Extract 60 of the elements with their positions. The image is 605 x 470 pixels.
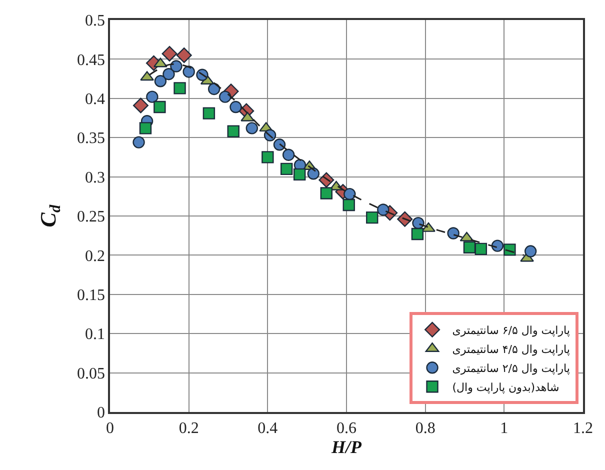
point	[162, 68, 175, 80]
point	[162, 46, 178, 62]
y-tick-label: 0	[97, 404, 106, 422]
x-axis-title: H/P	[330, 436, 362, 457]
point	[282, 148, 295, 161]
point	[463, 241, 476, 254]
point	[491, 240, 504, 252]
point	[366, 211, 378, 224]
point	[474, 242, 488, 256]
point	[344, 188, 356, 200]
point	[280, 162, 293, 176]
point	[202, 107, 216, 120]
y-tick-label: 0.1	[85, 326, 106, 344]
point	[132, 136, 145, 148]
point	[176, 48, 192, 64]
point	[262, 151, 274, 164]
x-tick-label: 1	[500, 420, 508, 437]
y-tick-label: 0.5	[85, 12, 106, 30]
point	[146, 90, 158, 103]
x-tick-label: 0.4	[258, 420, 278, 437]
y-tick-label: 0.45	[77, 52, 106, 69]
point	[293, 168, 306, 181]
y-tick-label: 0.35	[77, 130, 106, 148]
point	[524, 245, 537, 258]
x-tick-label: 0.2	[178, 420, 199, 437]
x-tick-label: 1.2	[573, 420, 593, 437]
point	[377, 204, 390, 216]
point	[140, 71, 154, 81]
y-tick-label: 0.05	[77, 365, 106, 382]
point	[411, 228, 424, 240]
point	[320, 187, 332, 200]
y-tick-label: 0.15	[77, 287, 106, 304]
y-tick-label: 0.4	[85, 91, 106, 108]
point	[133, 98, 148, 114]
y-tick-label: 0.3	[85, 169, 106, 186]
point	[139, 122, 152, 134]
point	[447, 227, 460, 240]
point	[227, 125, 240, 138]
point	[273, 138, 286, 151]
point	[412, 216, 424, 230]
legend-label: پاراپت وال ۴/۵ سانتیمتری	[452, 342, 570, 356]
legend-label: پاراپت وال ۶/۵ سانتیمتری	[452, 324, 570, 337]
point	[208, 82, 220, 96]
point	[174, 82, 186, 94]
y-tick-label: 0.25	[77, 208, 106, 226]
x-tick-label: 0.6	[336, 420, 356, 437]
legend-label: پاراپت وال ۲/۵ سانتیمتری	[452, 362, 570, 375]
point	[307, 168, 320, 180]
point	[230, 100, 242, 114]
point	[154, 100, 166, 114]
point	[422, 222, 436, 232]
y-tick-label: 0.2	[85, 248, 106, 265]
point	[170, 60, 182, 72]
point	[342, 198, 355, 212]
legend-label: شاهد(بدون پاراپت وال)	[452, 380, 560, 394]
point	[182, 66, 195, 78]
point	[246, 122, 258, 134]
point	[154, 75, 167, 88]
point	[154, 58, 168, 68]
x-tick-label: 0.8	[415, 420, 436, 437]
